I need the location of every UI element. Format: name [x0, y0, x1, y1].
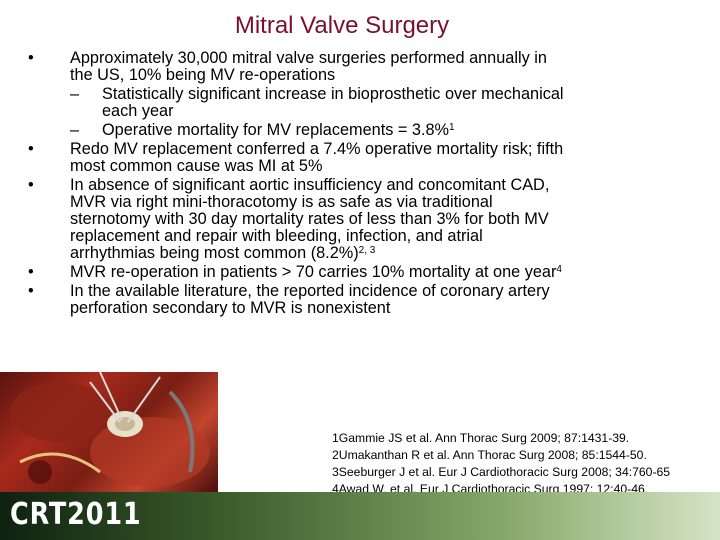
- crt-logo: CRT2011: [10, 497, 142, 532]
- bullet-line: Approximately 30,000 mitral valve surger…: [70, 49, 547, 67]
- citation-superscript: 4: [556, 264, 562, 275]
- bullet-line: each year: [102, 102, 174, 120]
- reference-list: 1Gammie JS et al. Ann Thorac Surg 2009; …: [332, 430, 720, 498]
- bullet-marker: •: [28, 282, 34, 300]
- surgery-photo-graphic: [10, 372, 210, 487]
- citation-superscript: 2, 3: [358, 245, 376, 256]
- bullet-line: Statistically significant increase in bi…: [102, 85, 564, 103]
- bullet-marker: •: [28, 176, 34, 194]
- reference-item: 1Gammie JS et al. Ann Thorac Surg 2009; …: [332, 431, 630, 445]
- bullet-line: arrhythmias being most common (8.2%)2, 3: [70, 244, 376, 262]
- bullet-item: • In absence of significant aortic insuff…: [28, 177, 692, 262]
- citation-superscript: 1: [449, 122, 455, 133]
- bullet-item: • Redo MV replacement conferred a 7.4% op…: [28, 141, 692, 175]
- bullet-line: MVR re-operation in patients > 70 carrie…: [70, 263, 562, 281]
- bullet-line: perforation secondary to MVR is nonexist…: [70, 299, 391, 317]
- bullet-marker: •: [28, 140, 34, 158]
- bullet-line: MVR via right mini-thoracotomy is as saf…: [70, 193, 493, 211]
- reference-item: 3Seeburger J et al. Eur J Cardiothoracic…: [332, 465, 671, 479]
- bullet-line: sternotomy with 30 day mortality rates o…: [70, 210, 549, 228]
- reference-item: 2Umakanthan R et al. Ann Thorac Surg 200…: [332, 448, 647, 462]
- footer-bar: [0, 492, 720, 540]
- bullet-line: replacement and repair with bleeding, in…: [70, 227, 483, 245]
- bullet-marker: •: [28, 263, 34, 281]
- slide-title: Mitral Valve Surgery: [234, 12, 450, 39]
- bullet-line: In absence of significant aortic insuffi…: [70, 176, 550, 194]
- bullet-line: the US, 10% being MV re-operations: [70, 66, 336, 84]
- dash-marker: –: [70, 121, 80, 139]
- bullet-line: In the available literature, the reporte…: [70, 282, 550, 300]
- sub-bullet-item: – Operative mortality for MV replacements…: [28, 122, 692, 139]
- bullet-item: • MVR re-operation in patients > 70 carri…: [28, 264, 692, 281]
- bullet-item: • In the available literature, the report…: [28, 283, 692, 317]
- bullet-list: • Approximately 30,000 mitral valve surge…: [28, 50, 692, 319]
- bullet-item: • Approximately 30,000 mitral valve surge…: [28, 50, 692, 84]
- surgery-photo: [0, 372, 218, 492]
- bullet-marker: •: [28, 49, 34, 67]
- bullet-line: Redo MV replacement conferred a 7.4% ope…: [70, 140, 564, 158]
- dash-marker: –: [70, 85, 80, 103]
- sub-bullet-item: – Statistically significant increase in b…: [28, 86, 692, 120]
- bullet-line: Operative mortality for MV replacements …: [102, 121, 455, 139]
- bullet-line: most common cause was MI at 5%: [70, 157, 323, 175]
